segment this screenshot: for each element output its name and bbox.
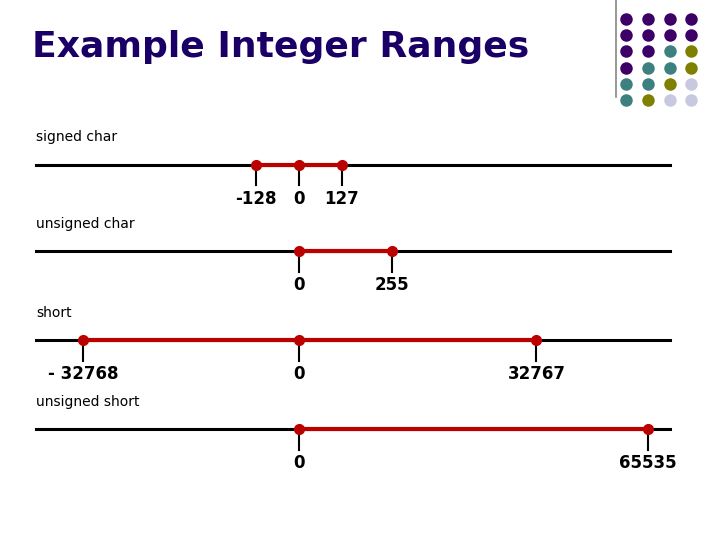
Text: short: short — [36, 306, 71, 320]
Text: 127: 127 — [325, 190, 359, 207]
Text: 0: 0 — [293, 454, 305, 472]
Text: signed char: signed char — [36, 130, 117, 144]
Text: 32767: 32767 — [508, 365, 565, 383]
Text: 0: 0 — [293, 190, 305, 207]
Text: unsigned short: unsigned short — [36, 395, 140, 409]
Text: -128: -128 — [235, 190, 276, 207]
Text: Example Integer Ranges: Example Integer Ranges — [32, 30, 530, 64]
Text: 0: 0 — [293, 365, 305, 383]
Text: unsigned char: unsigned char — [36, 217, 135, 231]
Text: 255: 255 — [375, 276, 410, 294]
Text: - 32768: - 32768 — [48, 365, 118, 383]
Text: 0: 0 — [293, 276, 305, 294]
Text: 65535: 65535 — [619, 454, 677, 472]
